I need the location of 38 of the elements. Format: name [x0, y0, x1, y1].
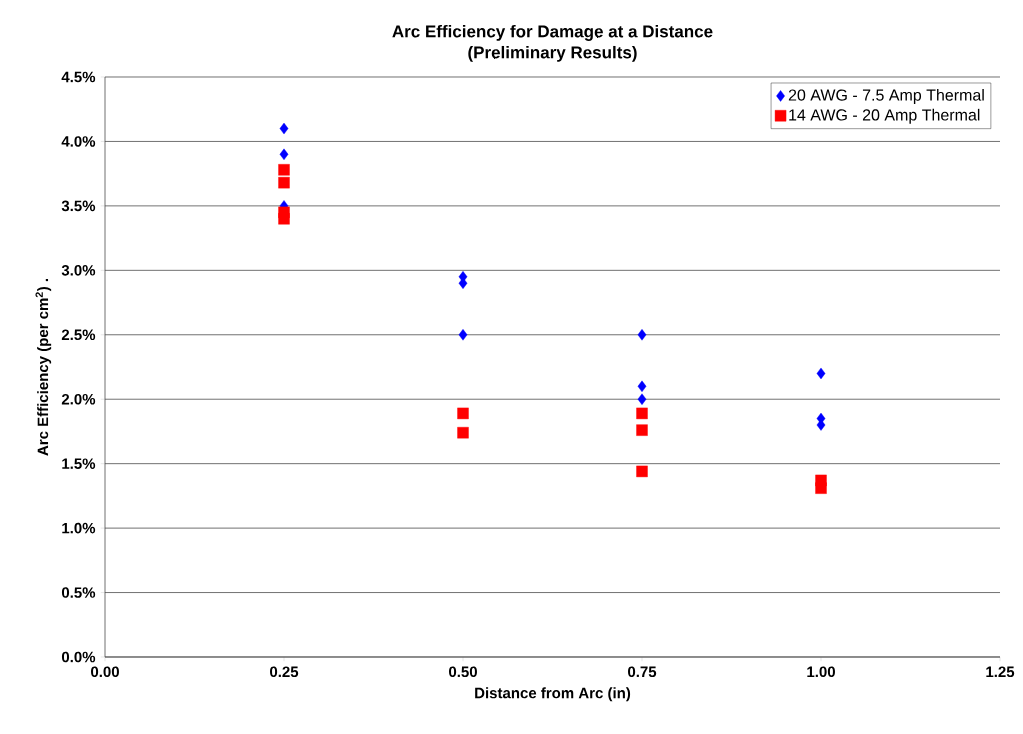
y-axis-title: Arc Efficiency (per cm$^{2}$) .	[35, 279, 52, 456]
point	[278, 213, 290, 225]
y-tick-label: 2.0%	[61, 393, 96, 405]
point	[637, 380, 647, 393]
y-tick-label: 2.5%	[61, 329, 96, 341]
y-tick-label: 3.0%	[61, 265, 96, 276]
point	[637, 329, 647, 341]
point	[278, 176, 290, 189]
point	[637, 393, 647, 405]
legend-label: 14 AWG - 20 Amp Thermal	[789, 108, 980, 124]
point	[458, 329, 468, 341]
x-axis-title: Distance from Arc (in)	[475, 687, 631, 702]
point	[457, 427, 469, 439]
y-tick-label: 4.5%	[61, 71, 96, 83]
x-tick-label: 1.25	[986, 666, 1015, 678]
point	[815, 482, 827, 494]
x-tick-label: 0.25	[270, 666, 299, 678]
point	[636, 424, 648, 436]
y-tick-label: 0.0%	[61, 651, 96, 663]
x-tick-label: 0.50	[449, 666, 477, 678]
y-tick-label: 0.5%	[61, 587, 96, 598]
point	[278, 164, 290, 176]
point	[457, 407, 469, 420]
y-tick-label: 1.0%	[62, 522, 96, 534]
y-tick-label: 1.5%	[62, 458, 96, 469]
point	[636, 407, 648, 420]
legend-label: 20 AWG - 7.5 Amp Thermal	[788, 89, 984, 104]
y-tick-label: 3.5%	[61, 200, 96, 212]
chart-title: Arc Efficiency for Damage at a Distance	[392, 24, 713, 41]
x-tick-label: 0.00	[91, 666, 119, 678]
point	[816, 367, 826, 380]
x-tick-label: 1.00	[807, 666, 835, 678]
point	[279, 122, 289, 135]
point	[279, 148, 289, 161]
point	[636, 465, 648, 478]
chart-subtitle: (Preliminary Results)	[468, 45, 637, 62]
y-tick-label: 4.0%	[61, 136, 96, 147]
x-tick-label: 0.75	[628, 666, 657, 678]
